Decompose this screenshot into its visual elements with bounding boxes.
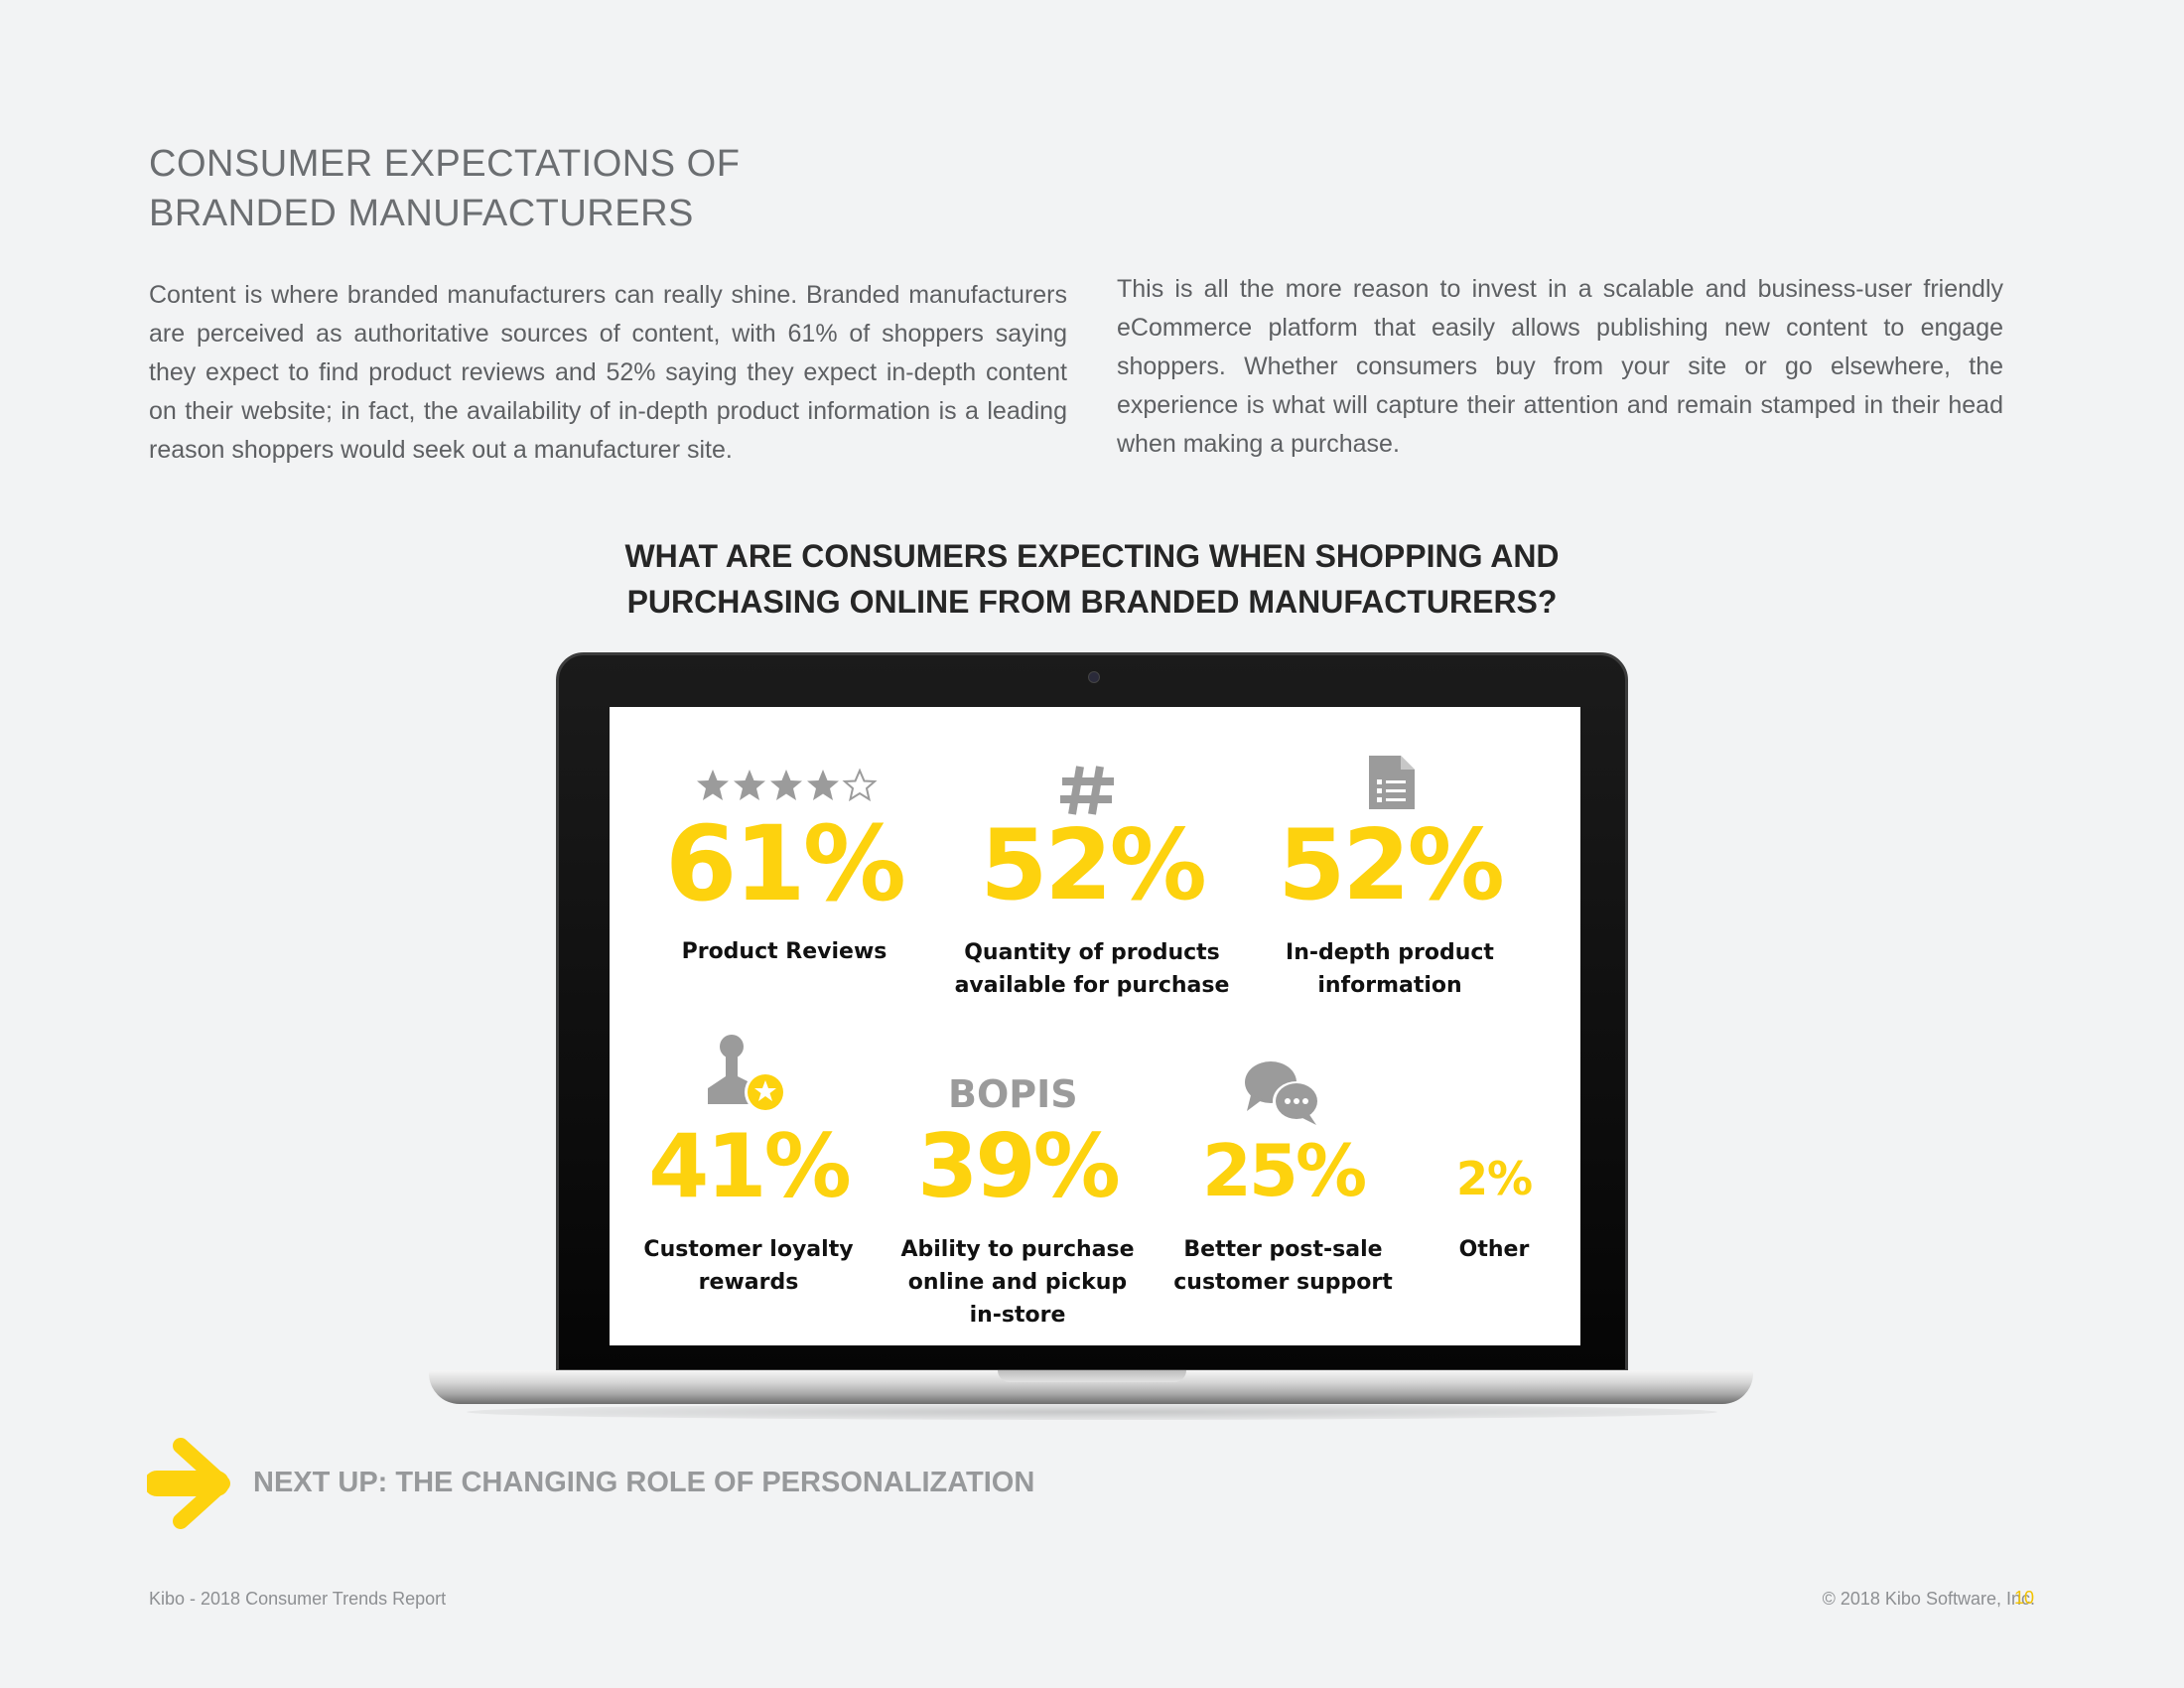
stat-post-sale-support: 25% Better post-sale customer support — [1161, 1125, 1405, 1299]
stat-value: 39% — [917, 1115, 1121, 1217]
stat-label: rewards — [698, 1270, 799, 1295]
bopis-icon-text: BOPIS — [948, 1072, 1078, 1116]
stat-label: Better post-sale — [1183, 1237, 1383, 1262]
stat-product-reviews: 61% Product Reviews — [645, 804, 923, 968]
section-heading-line2: BRANDED MANUFACTURERS — [149, 193, 694, 234]
footer-report-title: Kibo - 2018 Consumer Trends Report — [149, 1589, 447, 1609]
stat-label: Quantity of products — [964, 940, 1220, 965]
stat-label: Ability to purchase — [900, 1237, 1135, 1262]
stat-label: customer support — [1173, 1270, 1393, 1295]
laptop-camera — [1088, 671, 1100, 683]
laptop-base-notch — [998, 1370, 1186, 1382]
stat-value: 52% — [980, 809, 1207, 922]
stat-other: 2% Other — [1430, 1149, 1559, 1266]
stat-label: In-depth product — [1286, 940, 1494, 965]
stat-value: 2% — [1455, 1152, 1533, 1205]
user-star-icon — [708, 1035, 786, 1113]
stat-label: Customer loyalty — [643, 1237, 854, 1262]
footer-copyright-text: © 2018 Kibo Software, Inc. — [1822, 1589, 2035, 1609]
chat-bubbles-icon — [1245, 1061, 1320, 1125]
laptop-shadow — [467, 1404, 1717, 1420]
stat-value: 25% — [1201, 1129, 1367, 1212]
arrow-right-icon — [147, 1438, 230, 1529]
stat-bopis: 39% Ability to purchase online and picku… — [888, 1117, 1147, 1332]
intro-paragraph-right: This is all the more reason to invest in… — [1117, 275, 2003, 458]
stat-label: available for purchase — [954, 973, 1230, 998]
stat-label: Product Reviews — [681, 939, 887, 964]
stat-quantity-of-products: 52% Quantity of products available for p… — [933, 806, 1251, 1002]
four-star-rating-icon — [697, 768, 878, 802]
hashtag-icon — [1060, 766, 1114, 815]
page-number: 10 — [2014, 1588, 2035, 1608]
stat-customer-loyalty: 41% Customer loyalty rewards — [619, 1117, 878, 1299]
document-list-icon — [1369, 756, 1415, 809]
stat-label: in-store — [969, 1303, 1066, 1328]
section-heading-line1: CONSUMER EXPECTATIONS OF — [149, 143, 741, 185]
next-up-link[interactable]: NEXT UP: THE CHANGING ROLE OF PERSONALIZ… — [253, 1467, 1035, 1498]
infographic-title-line1: WHAT ARE CONSUMERS EXPECTING WHEN SHOPPI… — [624, 538, 1560, 574]
stat-label: information — [1317, 973, 1462, 998]
stat-value: 41% — [648, 1115, 852, 1217]
stat-label: online and pickup — [907, 1270, 1128, 1295]
infographic-title: WHAT ARE CONSUMERS EXPECTING WHEN SHOPPI… — [556, 533, 1628, 625]
stat-in-depth-product-info: 52% In-depth product information — [1241, 806, 1539, 1002]
section-heading: CONSUMER EXPECTATIONS OF BRANDED MANUFAC… — [149, 139, 740, 238]
stat-label: Other — [1458, 1237, 1530, 1262]
footer-copyright: © 2018 Kibo Software, Inc. — [1823, 1589, 2035, 1610]
stat-value: 52% — [1278, 809, 1505, 922]
stat-value: 61% — [665, 803, 906, 924]
intro-paragraph-left: Content is where branded manufacturers c… — [149, 281, 1067, 464]
infographic-title-line2: PURCHASING ONLINE FROM BRANDED MANUFACTU… — [626, 584, 1558, 620]
